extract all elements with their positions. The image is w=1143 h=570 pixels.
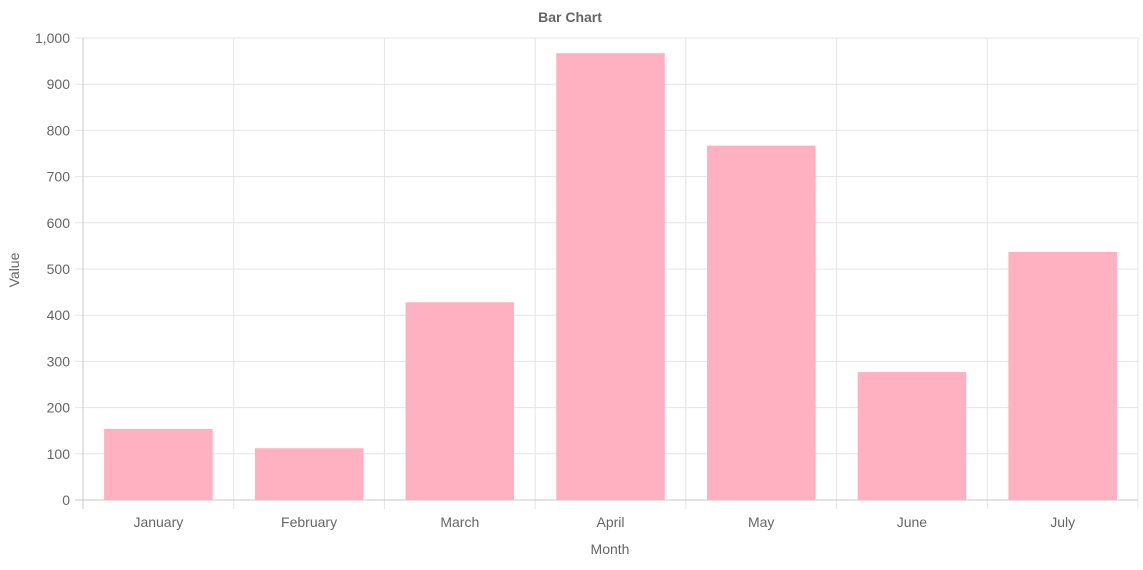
x-axis-title: Month — [591, 541, 630, 557]
x-tick-label: March — [440, 514, 479, 530]
y-tick-label: 500 — [47, 261, 71, 277]
x-tick-label: May — [748, 514, 774, 530]
x-tick-label: April — [596, 514, 624, 530]
y-tick-label: 600 — [47, 215, 71, 231]
y-tick-label: 800 — [47, 122, 71, 138]
bar-june — [857, 372, 967, 500]
y-tick-label: 0 — [62, 492, 70, 508]
bar-march — [405, 302, 515, 500]
x-tick-label: June — [897, 514, 928, 530]
chart-title: Bar Chart — [538, 9, 602, 25]
y-axis-title: Value — [6, 252, 22, 287]
y-tick-label: 1,000 — [35, 30, 70, 46]
bar-july — [1008, 251, 1117, 500]
y-tick-label: 900 — [47, 76, 71, 92]
y-tick-label: 400 — [47, 307, 71, 323]
bar-january — [104, 428, 213, 500]
bars — [104, 53, 1117, 500]
axes — [75, 38, 1138, 509]
x-tick-label: July — [1050, 514, 1075, 530]
y-tick-label: 300 — [47, 353, 71, 369]
y-tick-label: 100 — [47, 446, 71, 462]
tick-labels: 0 100 200 300 400 500 600 700 800 900 1,000 January… — [35, 30, 1075, 530]
y-tick-label: 700 — [47, 169, 71, 185]
bar-february — [254, 448, 364, 500]
bar-may — [706, 145, 816, 500]
x-tick-label: January — [133, 514, 183, 530]
y-tick-label: 200 — [47, 400, 71, 416]
bar-april — [556, 53, 665, 500]
x-tick-label: February — [281, 514, 337, 530]
